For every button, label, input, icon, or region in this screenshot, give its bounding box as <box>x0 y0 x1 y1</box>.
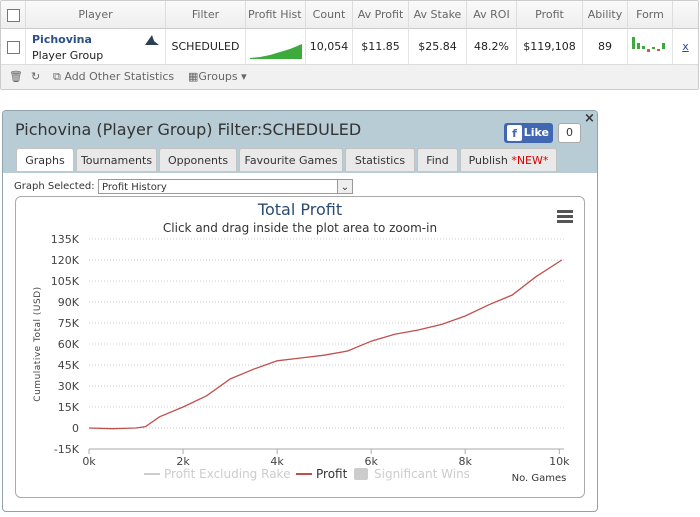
graph-label: Graph Selected: <box>14 181 95 192</box>
add-stats[interactable]: ⧉ Add Other Statistics <box>53 70 175 83</box>
graph-selected: Profit History <box>102 182 167 193</box>
dialog-header: Pichovina (Player Group) Filter:SCHEDULE… <box>3 111 597 173</box>
header-cell[interactable]: Filter <box>166 1 246 29</box>
tab-label: Publish <box>468 154 508 167</box>
tab[interactable]: Favourite Games <box>239 148 343 171</box>
legend-item[interactable]: Profit <box>296 467 348 481</box>
header-cell[interactable]: Av Profit <box>353 1 409 29</box>
tab[interactable]: Find <box>417 148 458 171</box>
dialog-title: Pichovina (Player Group) Filter:SCHEDULE… <box>15 120 362 139</box>
x-tick-label: 6k <box>364 455 378 468</box>
cell: $11.85 <box>353 29 409 65</box>
legend-label: Significant Wins <box>374 467 470 481</box>
delete-icon[interactable]: 🗑 <box>9 70 23 83</box>
y-tick-label: 45K <box>58 359 80 372</box>
player-name[interactable]: Pichovina <box>32 33 92 46</box>
shark-icon <box>145 35 159 45</box>
chart: Total Profit Click and drag inside the p… <box>33 200 573 484</box>
y-tick-label: 120K <box>51 254 80 267</box>
tab[interactable]: Opponents <box>159 148 237 171</box>
header-cell[interactable]: Ability <box>583 1 628 29</box>
tab[interactable]: Graphs <box>16 148 74 171</box>
header-cell[interactable]: Av ROI <box>467 1 517 29</box>
stats-table: Player Filter Profit Hist Count Av Profi… <box>0 0 699 90</box>
like-label: Like <box>523 126 549 139</box>
cell <box>1 29 26 65</box>
add-stats-label: Add Other Statistics <box>64 70 175 83</box>
chart-title: Total Profit <box>257 200 342 219</box>
groups-menu[interactable]: ▦Groups ▾ <box>188 70 247 83</box>
groups-label: Groups <box>198 70 238 83</box>
graph-select[interactable]: Profit History ⌄ <box>98 179 353 194</box>
cell <box>628 29 673 65</box>
header-cell[interactable]: Player <box>26 1 166 29</box>
y-tick-label: 75K <box>58 317 80 330</box>
tab[interactable]: Tournaments <box>76 148 157 171</box>
y-tick-label: 90K <box>58 296 80 309</box>
y-tick-label: 135K <box>51 233 80 246</box>
menu-icon[interactable] <box>557 210 573 223</box>
y-axis-title: Cumulative Total (USD) <box>33 286 43 401</box>
legend-symbol <box>354 468 368 480</box>
y-tick-label: 30K <box>58 380 80 393</box>
header-cell[interactable]: Count <box>306 1 353 29</box>
header-cell[interactable]: Form <box>628 1 673 29</box>
y-tick-label: 0 <box>72 422 79 435</box>
y-tick-label: -15K <box>54 443 80 456</box>
like-button[interactable]: f Like <box>504 123 553 143</box>
cell: 10,054 <box>306 29 353 65</box>
like-count: 0 <box>558 123 581 143</box>
y-tick-label: 60K <box>58 338 80 351</box>
refresh-icon[interactable]: ↻ <box>31 70 41 83</box>
chart-subtitle: Click and drag inside the plot area to z… <box>163 221 437 235</box>
cell: 89 <box>583 29 628 65</box>
header-cell <box>1 1 26 29</box>
legend-item[interactable]: Significant Wins <box>354 467 470 481</box>
cell: $119,108 <box>517 29 583 65</box>
checkbox[interactable] <box>7 41 20 54</box>
legend-item[interactable]: Profit Excluding Rake <box>144 467 290 481</box>
x-tick-label: 0k <box>82 455 96 468</box>
tab[interactable]: Statistics <box>345 148 415 171</box>
profit-line <box>88 259 563 430</box>
header-cell[interactable]: Profit Hist <box>246 1 306 29</box>
header-cell[interactable]: Profit <box>517 1 583 29</box>
cell: Pichovina Player Group <box>26 29 166 65</box>
cell <box>246 29 306 65</box>
cell: $25.84 <box>409 29 467 65</box>
cell: SCHEDULED <box>166 29 246 65</box>
header-cell <box>673 1 698 29</box>
dialog: Pichovina (Player Group) Filter:SCHEDULE… <box>2 110 598 512</box>
new-badge: *NEW* <box>511 154 549 167</box>
x-tick-label: 10k <box>549 455 570 468</box>
toolbar: 🗑 ↻ ⧉ Add Other Statistics ▦Groups ▾ <box>1 65 698 89</box>
header-cell[interactable]: Av Stake <box>409 1 467 29</box>
y-tick-label: 15K <box>58 401 80 414</box>
y-tick-label: 105K <box>51 275 80 288</box>
sparkline <box>250 44 302 59</box>
form-bars <box>632 37 665 52</box>
tab[interactable]: Publish *NEW* <box>460 148 557 171</box>
x-tick-label: 2k <box>176 455 190 468</box>
checkbox[interactable] <box>7 9 20 22</box>
remove-link[interactable]: x <box>673 29 698 65</box>
x-axis-title: No. Games <box>512 473 567 484</box>
x-tick-label: 4k <box>270 455 284 468</box>
player-group: Player Group <box>32 49 104 62</box>
legend-label: Profit Excluding Rake <box>164 467 290 481</box>
chart-container: Total Profit Click and drag inside the p… <box>15 196 585 498</box>
close-button[interactable]: × <box>584 111 595 126</box>
x-tick-label: 8k <box>459 455 473 468</box>
cell: 48.2% <box>467 29 517 65</box>
legend-label: Profit <box>316 467 348 481</box>
